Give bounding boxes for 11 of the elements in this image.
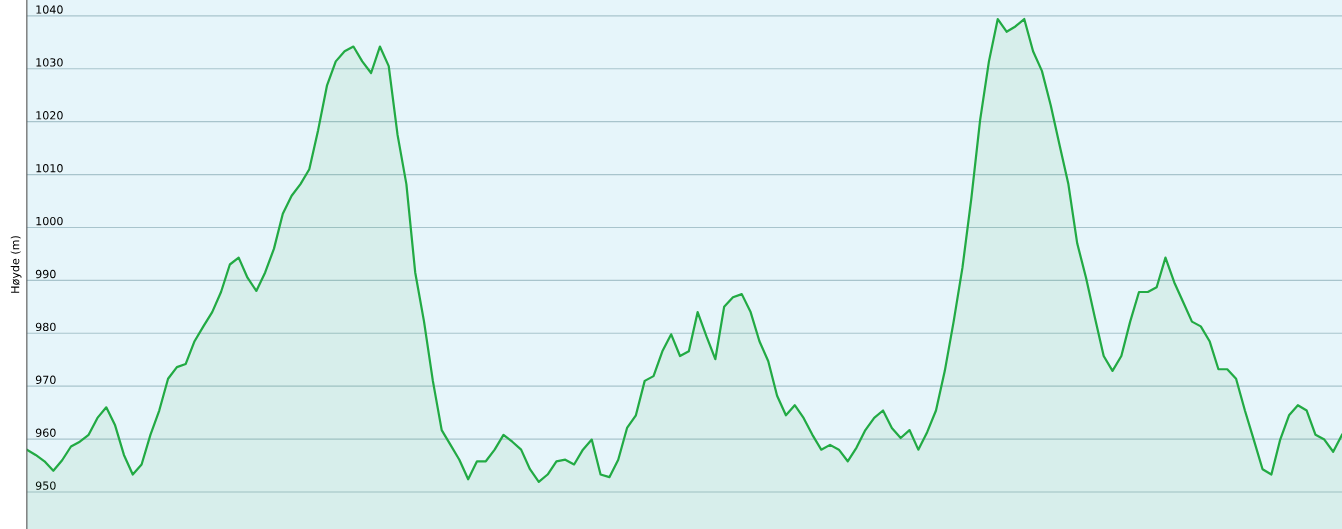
y-tick-label: 1030	[36, 58, 63, 67]
y-tick-label: 960	[35, 428, 56, 437]
y-tick-label: 1000	[36, 216, 63, 226]
y-tick-label: 980	[35, 322, 56, 332]
y-tick-label: 970	[35, 375, 56, 385]
y-axis-title: Høyde (m)	[10, 236, 22, 293]
y-tick-label: 1010	[36, 164, 63, 173]
y-tick-label: 950	[35, 481, 56, 490]
y-tick-label: 1020	[36, 111, 63, 120]
y-tick-label: 990	[35, 269, 56, 279]
y-tick-label: 1040	[36, 5, 63, 14]
